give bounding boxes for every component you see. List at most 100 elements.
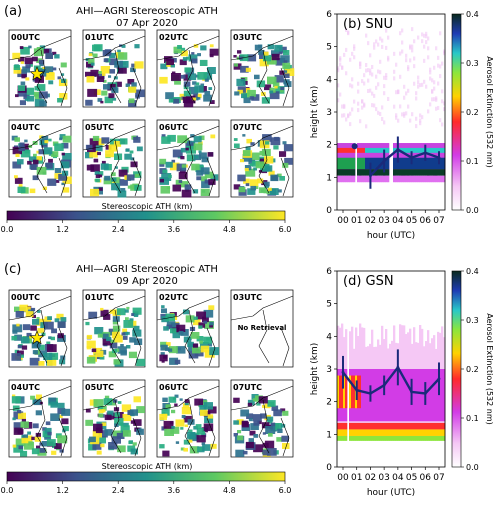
ath-pixel (98, 187, 103, 191)
ath-pixel (31, 448, 40, 455)
ath-pixel (32, 175, 39, 181)
ath-pixel (18, 56, 25, 62)
colorbar-tick-label: 4.8 (223, 486, 236, 495)
ath-pixel (102, 338, 112, 346)
ath-pixel (43, 147, 53, 155)
ath-pixel (61, 152, 65, 156)
ath-pixel (98, 409, 104, 414)
ath-pixel (24, 149, 30, 154)
ath-pixel (89, 150, 98, 158)
ath-pixel (85, 151, 93, 159)
ath-pixel (12, 417, 16, 421)
ath-pixel (26, 332, 32, 337)
ath-pixel (51, 450, 57, 455)
y-tick-label: 5 (326, 300, 332, 310)
ath-pixel (273, 423, 283, 431)
data-point (355, 388, 359, 392)
ath-pixel (193, 425, 198, 430)
ath-pixel (200, 176, 207, 182)
ath-pixel (255, 161, 265, 169)
ath-pixel (260, 413, 267, 419)
ath-pixel (177, 135, 187, 144)
ath-pixel (54, 318, 60, 323)
ath-pixel (192, 346, 201, 354)
panel-label: (b) SNU (343, 17, 393, 32)
ath-pixel (274, 75, 284, 83)
ath-pixel (178, 180, 183, 183)
ath-pixel (116, 432, 125, 439)
x-tick-label: 03 (378, 473, 389, 483)
ath-pixel (274, 85, 278, 89)
ath-pixel (85, 321, 90, 326)
ath-pixel (258, 49, 265, 55)
ath-pixel (266, 56, 277, 65)
ath-pixel (61, 142, 69, 149)
ath-pixel (252, 398, 257, 402)
ath-pixel (97, 406, 103, 411)
ath-pixel (48, 158, 53, 163)
ath-pixel (196, 435, 206, 443)
ath-pixel (94, 327, 104, 335)
ath-pixel (185, 315, 195, 323)
ath-pixel (200, 345, 210, 353)
ath-pixel (113, 407, 120, 412)
ath-pixel (130, 184, 139, 191)
ath-pixel (101, 137, 110, 144)
ath-pixel (109, 309, 115, 314)
ath-pixel (135, 89, 145, 98)
ath-pixel (114, 330, 118, 333)
ath-pixel (184, 184, 192, 190)
ath-pixel (276, 437, 282, 442)
ath-pixel (44, 140, 49, 144)
ath-pixel (125, 317, 129, 321)
ath-pixel (55, 180, 60, 183)
ath-pixel (168, 346, 178, 354)
ath-pixel (93, 399, 104, 408)
ath-pixel (237, 174, 246, 182)
map-cell: 01UTC (82, 289, 146, 368)
ath-pixel (159, 177, 169, 185)
ath-pixel (117, 52, 128, 60)
ath-pixel (35, 410, 42, 416)
ath-pixel (43, 352, 53, 360)
ath-pixel (47, 316, 52, 320)
ath-pixel (48, 397, 57, 404)
ath-pixel (250, 152, 260, 160)
ath-pixel (244, 165, 252, 171)
coastline (82, 35, 146, 107)
ath-pixel (185, 147, 189, 151)
ath-pixel (22, 434, 28, 439)
colorbar-label: Aerosol Extinction (532 nm) (485, 56, 494, 168)
ath-pixel (203, 423, 214, 432)
ath-pixel (262, 134, 272, 142)
ath-pixel (112, 320, 119, 325)
ath-pixel (126, 306, 130, 310)
map-hour-label: 06UTC (159, 383, 188, 392)
ath-pixel (91, 348, 97, 353)
ath-pixel (194, 155, 199, 159)
ath-pixel (284, 73, 290, 78)
ath-pixel (48, 138, 52, 142)
ath-pixel (85, 408, 91, 413)
ath-pixel (97, 152, 101, 156)
ath-pixel (277, 173, 282, 178)
ath-pixel (111, 436, 121, 444)
ath-pixel (278, 51, 283, 55)
ath-pixel (92, 430, 102, 438)
ath-pixel (14, 175, 18, 179)
ath-pixel (196, 428, 206, 435)
ath-pixel (200, 167, 210, 175)
ath-pixel (243, 450, 248, 455)
ath-pixel (11, 335, 17, 341)
ath-pixel (61, 78, 67, 83)
x-tick-label: 02 (365, 473, 376, 483)
ath-pixel (98, 71, 102, 74)
ath-pixel (27, 431, 31, 435)
ath-pixel (160, 63, 168, 70)
x-tick-label: 00 (337, 473, 349, 483)
ath-pixel (264, 156, 274, 164)
x-tick-label: 02 (365, 216, 376, 226)
ath-pixel (14, 177, 23, 184)
ath-pixel (192, 343, 199, 348)
ath-pixel (180, 447, 185, 451)
